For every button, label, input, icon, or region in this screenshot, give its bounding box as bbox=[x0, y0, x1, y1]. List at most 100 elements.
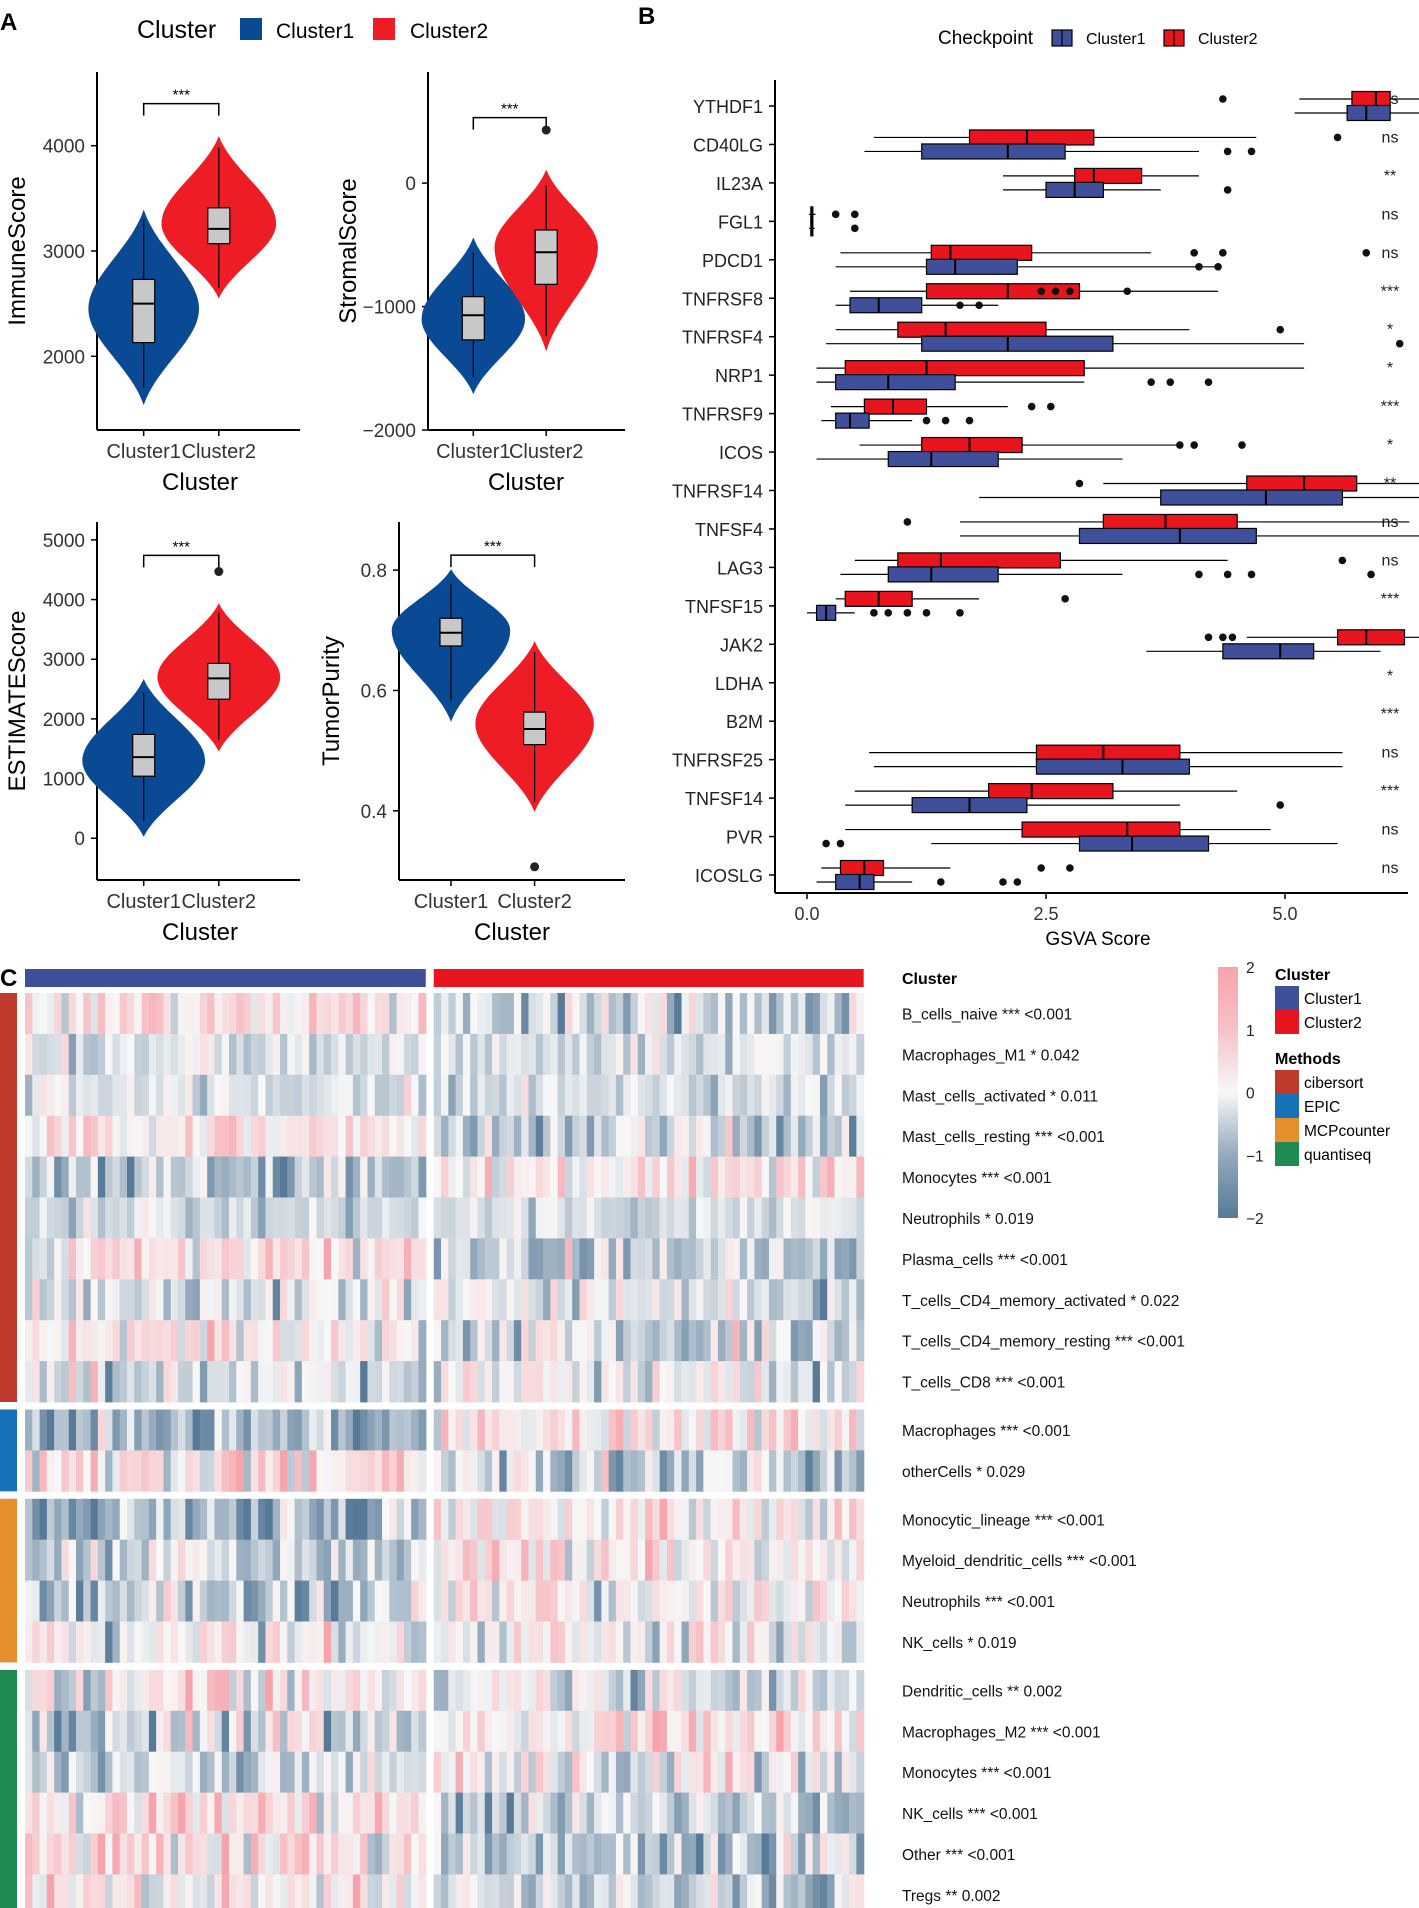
heatmap-cell bbox=[32, 1621, 41, 1663]
heatmap-cell bbox=[776, 1710, 785, 1753]
heatmap-cell bbox=[338, 1874, 347, 1908]
legend-label-cluster1: Cluster1 bbox=[276, 20, 354, 43]
heatmap-cell bbox=[411, 1197, 420, 1239]
heatmap-cell bbox=[812, 1710, 821, 1753]
heatmap-cell bbox=[301, 1669, 310, 1712]
heatmap-cell bbox=[827, 1156, 836, 1198]
heatmap-cell bbox=[433, 1409, 442, 1451]
heatmap-cell bbox=[433, 1792, 442, 1834]
heatmap-cell bbox=[229, 1539, 237, 1581]
heatmap-cell bbox=[834, 1792, 843, 1834]
heatmap-cell bbox=[301, 1580, 310, 1622]
heatmap-cell bbox=[105, 1833, 114, 1875]
heatmap-cell bbox=[659, 1833, 668, 1875]
heatmap-cell bbox=[462, 1669, 471, 1712]
heatmap-cell bbox=[148, 1539, 157, 1581]
heatmap-cell bbox=[170, 1621, 179, 1663]
heatmap-cell bbox=[579, 1539, 588, 1581]
color-scale-tick-label: −1 bbox=[1246, 1148, 1264, 1165]
heatmap-cell bbox=[615, 1156, 624, 1198]
heatmap-cell bbox=[141, 1033, 150, 1076]
outlier-point bbox=[1238, 441, 1246, 449]
heatmap-cell bbox=[630, 1450, 639, 1492]
heatmap-cell bbox=[659, 1792, 668, 1834]
heatmap-cell bbox=[601, 993, 610, 1035]
heatmap-cell bbox=[790, 1361, 799, 1403]
heatmap-cell bbox=[287, 1751, 296, 1793]
heatmap-cell bbox=[703, 1833, 712, 1875]
heatmap-cell bbox=[557, 1450, 566, 1492]
heatmap-cell bbox=[725, 1751, 734, 1793]
heatmap-cell bbox=[681, 1409, 690, 1451]
heatmap-cell bbox=[178, 1450, 186, 1492]
legend-cluster-label: Cluster2 bbox=[1304, 1015, 1362, 1032]
heatmap-cell bbox=[156, 1450, 165, 1492]
heatmap-cell bbox=[448, 1361, 457, 1403]
heatmap-cell bbox=[134, 1361, 143, 1403]
heatmap-cell bbox=[192, 1874, 201, 1908]
heatmap-cell bbox=[462, 1279, 471, 1321]
heatmap-cell bbox=[418, 1621, 427, 1663]
heatmap-cell bbox=[199, 1580, 208, 1622]
heatmap-cell bbox=[754, 1710, 763, 1753]
heatmap-cell bbox=[119, 1833, 128, 1875]
heatmap-cell bbox=[119, 1115, 128, 1157]
outlier-point bbox=[1219, 95, 1227, 103]
heatmap-cell bbox=[834, 1361, 843, 1403]
heatmap-cell bbox=[462, 1197, 471, 1239]
heatmap-cell bbox=[790, 1621, 799, 1663]
heatmap-cell bbox=[841, 1156, 850, 1198]
heatmap-cell bbox=[134, 1539, 143, 1581]
heatmap-cell bbox=[250, 1874, 259, 1908]
heatmap-cell bbox=[856, 1669, 865, 1712]
box-cluster1 bbox=[1035, 758, 1190, 775]
x-axis-title: GSVA Score bbox=[1045, 929, 1150, 950]
significance-bracket bbox=[472, 116, 547, 130]
heatmap-cell bbox=[586, 1409, 595, 1451]
heatmap-cell bbox=[396, 993, 405, 1035]
heatmap-cell bbox=[331, 1033, 339, 1076]
method-bar-epic bbox=[0, 1409, 17, 1492]
heatmap-cell bbox=[615, 1833, 624, 1875]
heatmap-cell bbox=[856, 1279, 865, 1321]
heatmap-cell bbox=[178, 1539, 186, 1581]
heatmap-cell bbox=[221, 1197, 230, 1239]
heatmap-cell bbox=[841, 1409, 850, 1451]
x-axis-title: Cluster bbox=[162, 919, 238, 946]
heatmap-cell bbox=[418, 1580, 427, 1622]
heatmap-cell bbox=[331, 1238, 339, 1280]
heatmap-cell bbox=[46, 1833, 55, 1875]
heatmap-cell bbox=[134, 993, 143, 1035]
heatmap-cell bbox=[46, 1450, 55, 1492]
heatmap-cell bbox=[834, 1450, 843, 1492]
heatmap-cell bbox=[221, 1621, 230, 1663]
heatmap-cell bbox=[594, 1751, 602, 1793]
heatmap-cell bbox=[112, 1115, 121, 1157]
heatmap-cell bbox=[564, 1751, 573, 1793]
heatmap-cell bbox=[717, 1361, 726, 1403]
heatmap-cell bbox=[367, 1710, 376, 1753]
heatmap-cell bbox=[178, 1156, 186, 1198]
heatmap-cell bbox=[134, 1580, 143, 1622]
heatmap-cell bbox=[316, 1450, 325, 1492]
heatmap-cell bbox=[506, 1669, 515, 1712]
heatmap-cell bbox=[492, 1874, 500, 1908]
significance-label: * bbox=[1387, 322, 1393, 339]
heatmap-cell bbox=[470, 1156, 479, 1198]
heatmap-cell bbox=[623, 1074, 632, 1117]
heatmap-cell bbox=[192, 1238, 201, 1280]
heatmap-cell bbox=[834, 1197, 843, 1239]
heatmap-cell bbox=[294, 1792, 303, 1834]
heatmap-cell bbox=[703, 1751, 712, 1793]
heatmap-cell bbox=[301, 1621, 310, 1663]
heatmap-cell bbox=[783, 1498, 792, 1541]
heatmap-cell bbox=[374, 1156, 383, 1198]
heatmap-cell bbox=[105, 1751, 114, 1793]
heatmap-cell bbox=[214, 1156, 223, 1198]
heatmap-cell bbox=[696, 1156, 704, 1198]
heatmap-cell bbox=[652, 1320, 661, 1362]
heatmap-cell bbox=[601, 1197, 610, 1239]
heatmap-cell bbox=[666, 1498, 675, 1541]
heatmap-cell bbox=[236, 1409, 245, 1451]
heatmap-cell bbox=[754, 1238, 763, 1280]
